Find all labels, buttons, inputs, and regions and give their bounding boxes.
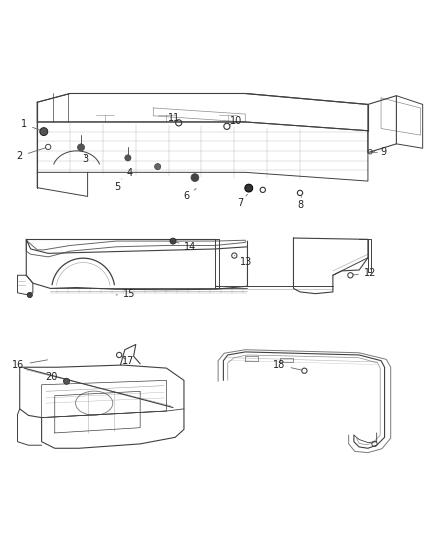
Circle shape xyxy=(40,128,48,135)
Text: 16: 16 xyxy=(12,360,48,370)
Text: 12: 12 xyxy=(353,268,376,278)
Text: 9: 9 xyxy=(373,147,386,157)
Text: 7: 7 xyxy=(237,194,247,208)
Circle shape xyxy=(125,155,131,161)
Circle shape xyxy=(27,292,32,297)
Circle shape xyxy=(191,174,199,182)
Text: 6: 6 xyxy=(183,189,196,201)
Circle shape xyxy=(78,144,85,151)
Text: 11: 11 xyxy=(168,112,180,123)
Text: 10: 10 xyxy=(229,116,242,126)
Text: 4: 4 xyxy=(126,168,132,178)
Text: 17: 17 xyxy=(121,356,134,366)
Text: 20: 20 xyxy=(46,372,64,382)
Text: 15: 15 xyxy=(116,289,135,298)
Circle shape xyxy=(64,378,70,384)
Circle shape xyxy=(245,184,253,192)
Text: 1: 1 xyxy=(21,119,41,131)
Text: 13: 13 xyxy=(234,255,252,267)
Text: 14: 14 xyxy=(176,242,197,252)
Text: 2: 2 xyxy=(17,148,46,161)
Text: 18: 18 xyxy=(273,360,302,370)
Circle shape xyxy=(170,238,176,244)
Text: 3: 3 xyxy=(82,154,88,164)
Text: 5: 5 xyxy=(114,179,122,192)
Text: 8: 8 xyxy=(297,197,303,210)
Circle shape xyxy=(155,164,161,169)
